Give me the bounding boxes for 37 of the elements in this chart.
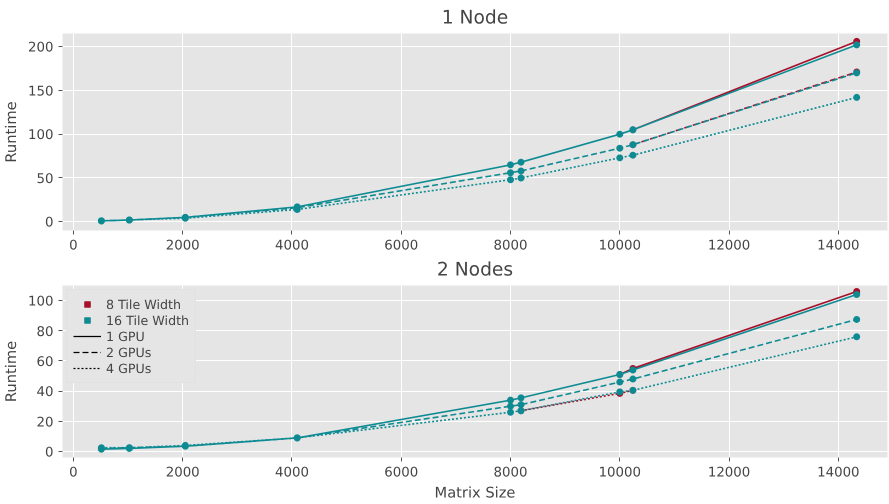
x-tick-label: 10000 xyxy=(598,238,641,254)
x-tick-label: 8000 xyxy=(494,466,528,480)
x-tick-label: 6000 xyxy=(384,466,418,480)
y-tick-label: 150 xyxy=(28,84,54,100)
y-tick-label: 80 xyxy=(36,324,54,340)
x-tick-label: 14000 xyxy=(817,238,860,254)
y-tick-label: 100 xyxy=(28,128,54,144)
x-tick-label: 12000 xyxy=(708,466,750,480)
annotation: 2 GPUs xyxy=(106,344,152,360)
x-tick-label: 4000 xyxy=(275,466,309,480)
y-axis-title: Runtime xyxy=(3,340,20,402)
y-axis-title: Runtime xyxy=(3,101,20,163)
x-tick-label: 14000 xyxy=(817,466,860,480)
x-tick-label: 0 xyxy=(69,238,78,254)
x-tick-label: 12000 xyxy=(708,238,750,254)
y-tick-label: 50 xyxy=(36,172,54,187)
y-tick-label: 0 xyxy=(45,445,54,460)
y-tick-label: 20 xyxy=(36,415,54,430)
legend-label: 16 Tile Width xyxy=(106,312,190,328)
y-tick-label: 100 xyxy=(28,294,54,310)
x-tick-label: 2000 xyxy=(166,238,200,254)
x-axis-title: Matrix Size xyxy=(434,484,516,502)
annotation: 1 GPU xyxy=(106,328,145,344)
y-tick-label: 200 xyxy=(28,40,54,56)
x-tick-label: 6000 xyxy=(384,238,418,254)
annotation: 4 GPUs xyxy=(106,360,152,376)
y-tick-label: 60 xyxy=(36,354,54,370)
x-tick-label: 2000 xyxy=(166,466,200,480)
x-tick-label: 4000 xyxy=(275,238,309,254)
legend-label: 8 Tile Width xyxy=(106,296,182,312)
chart-title: 2 Nodes xyxy=(436,260,514,280)
x-tick-label: 8000 xyxy=(494,238,528,254)
y-tick-label: 40 xyxy=(36,385,54,400)
x-tick-label: 0 xyxy=(69,466,78,480)
y-tick-label: 0 xyxy=(45,216,54,231)
chart-title: 1 Node xyxy=(442,8,508,28)
x-tick-label: 10000 xyxy=(598,466,641,480)
